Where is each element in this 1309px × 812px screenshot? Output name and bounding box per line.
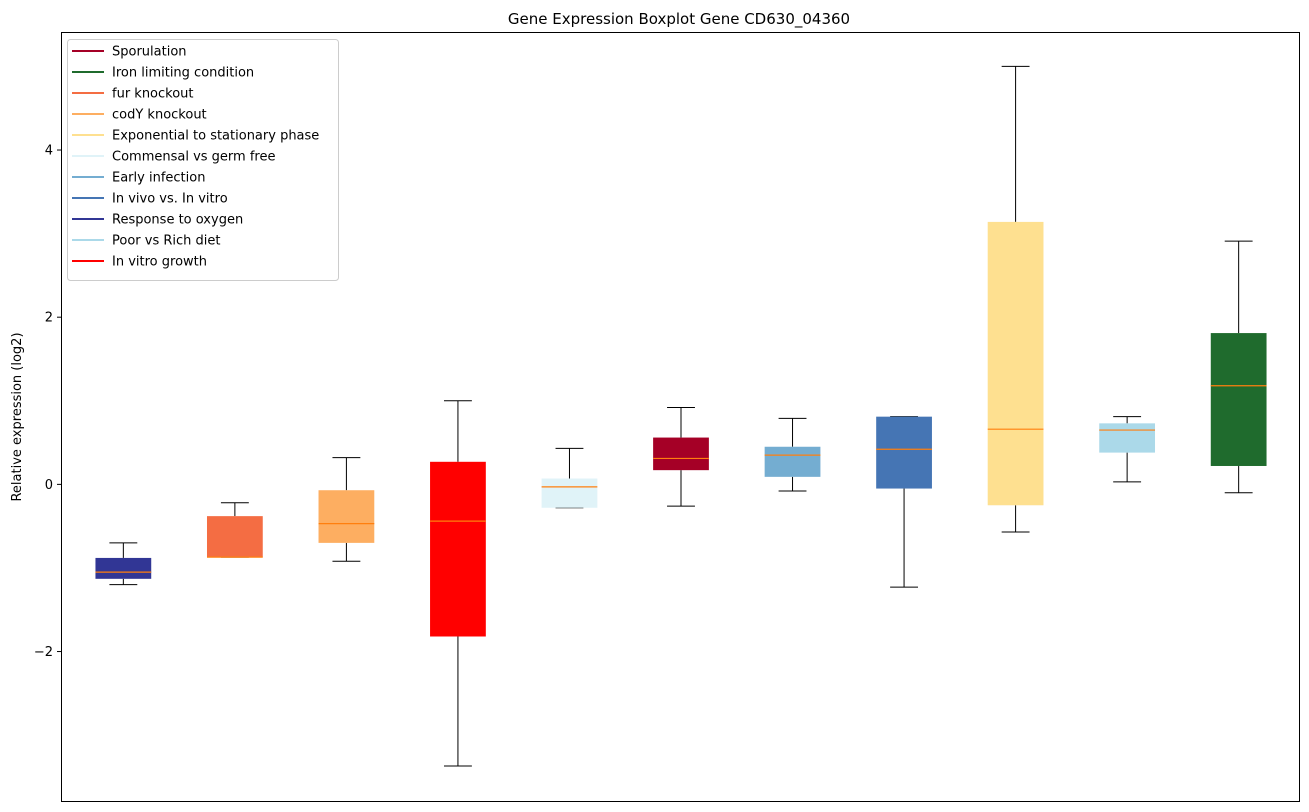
box-body	[95, 557, 152, 579]
legend-label: Early infection	[112, 171, 205, 186]
legend-label: Exponential to stationary phase	[112, 129, 319, 144]
legend-label: Poor vs Rich diet	[112, 234, 220, 249]
legend-entry: Early infection	[72, 171, 205, 186]
box-body	[876, 416, 932, 489]
box-poor-vs-rich-diet	[1099, 416, 1156, 483]
boxes-group	[95, 65, 1267, 767]
box-response-to-oxygen	[95, 542, 152, 586]
box-body	[206, 516, 263, 558]
box-in-vivo-vs-in-vitro	[876, 416, 932, 588]
legend-label: Sporulation	[112, 45, 187, 60]
box-cody-knockout	[318, 457, 375, 562]
box-body	[1210, 333, 1267, 466]
legend-label: In vitro growth	[112, 255, 207, 270]
y-axis-ticks: −2 0 2 4	[34, 144, 62, 660]
box-commensal-vs-germ-free	[541, 447, 598, 509]
legend-entry: In vivo vs. In vitro	[72, 192, 228, 207]
box-body	[541, 478, 598, 508]
box-body	[1099, 423, 1156, 453]
legend-label: Iron limiting condition	[112, 66, 254, 81]
y-axis-label: Relative expression (log2)	[10, 332, 25, 501]
legend-label: fur knockout	[112, 87, 194, 102]
chart-title: Gene Expression Boxplot Gene CD630_04360	[508, 10, 850, 29]
plot-frame	[61, 32, 1300, 802]
box-body	[318, 490, 375, 543]
y-tick-label: 4	[45, 144, 53, 159]
legend-entry: Exponential to stationary phase	[72, 129, 319, 144]
box-fur-knockout	[206, 502, 263, 558]
box-body	[987, 221, 1044, 506]
y-tick-label: −2	[34, 645, 53, 660]
legend-box	[67, 39, 339, 281]
box-in-vitro-growth	[430, 400, 486, 767]
box-exponential-to-stationary-phase	[987, 65, 1044, 533]
legend-entry: Poor vs Rich diet	[72, 234, 220, 249]
y-tick-label: 2	[45, 311, 53, 326]
legend-entry: codY knockout	[72, 108, 207, 123]
box-body	[764, 446, 821, 477]
legend-entry: Iron limiting condition	[72, 66, 254, 81]
legend-label: In vivo vs. In vitro	[112, 192, 228, 207]
legend-label: Response to oxygen	[112, 213, 243, 228]
y-tick-label: 0	[45, 478, 53, 493]
legend-label: Commensal vs germ free	[112, 150, 275, 165]
box-body	[430, 461, 486, 637]
legend-label: codY knockout	[112, 108, 207, 123]
box-early-infection	[764, 417, 821, 492]
legend-entry: Commensal vs germ free	[72, 150, 275, 165]
box-body	[653, 437, 709, 471]
box-iron-limiting-condition	[1210, 240, 1267, 494]
legend-entry: In vitro growth	[72, 255, 207, 270]
legend-entry: Response to oxygen	[72, 213, 243, 228]
legend-entry: Sporulation	[72, 45, 187, 60]
legend-entry: fur knockout	[72, 87, 194, 102]
legend: Sporulation Iron limiting condition fur kn…	[67, 39, 339, 281]
box-sporulation	[653, 406, 709, 507]
